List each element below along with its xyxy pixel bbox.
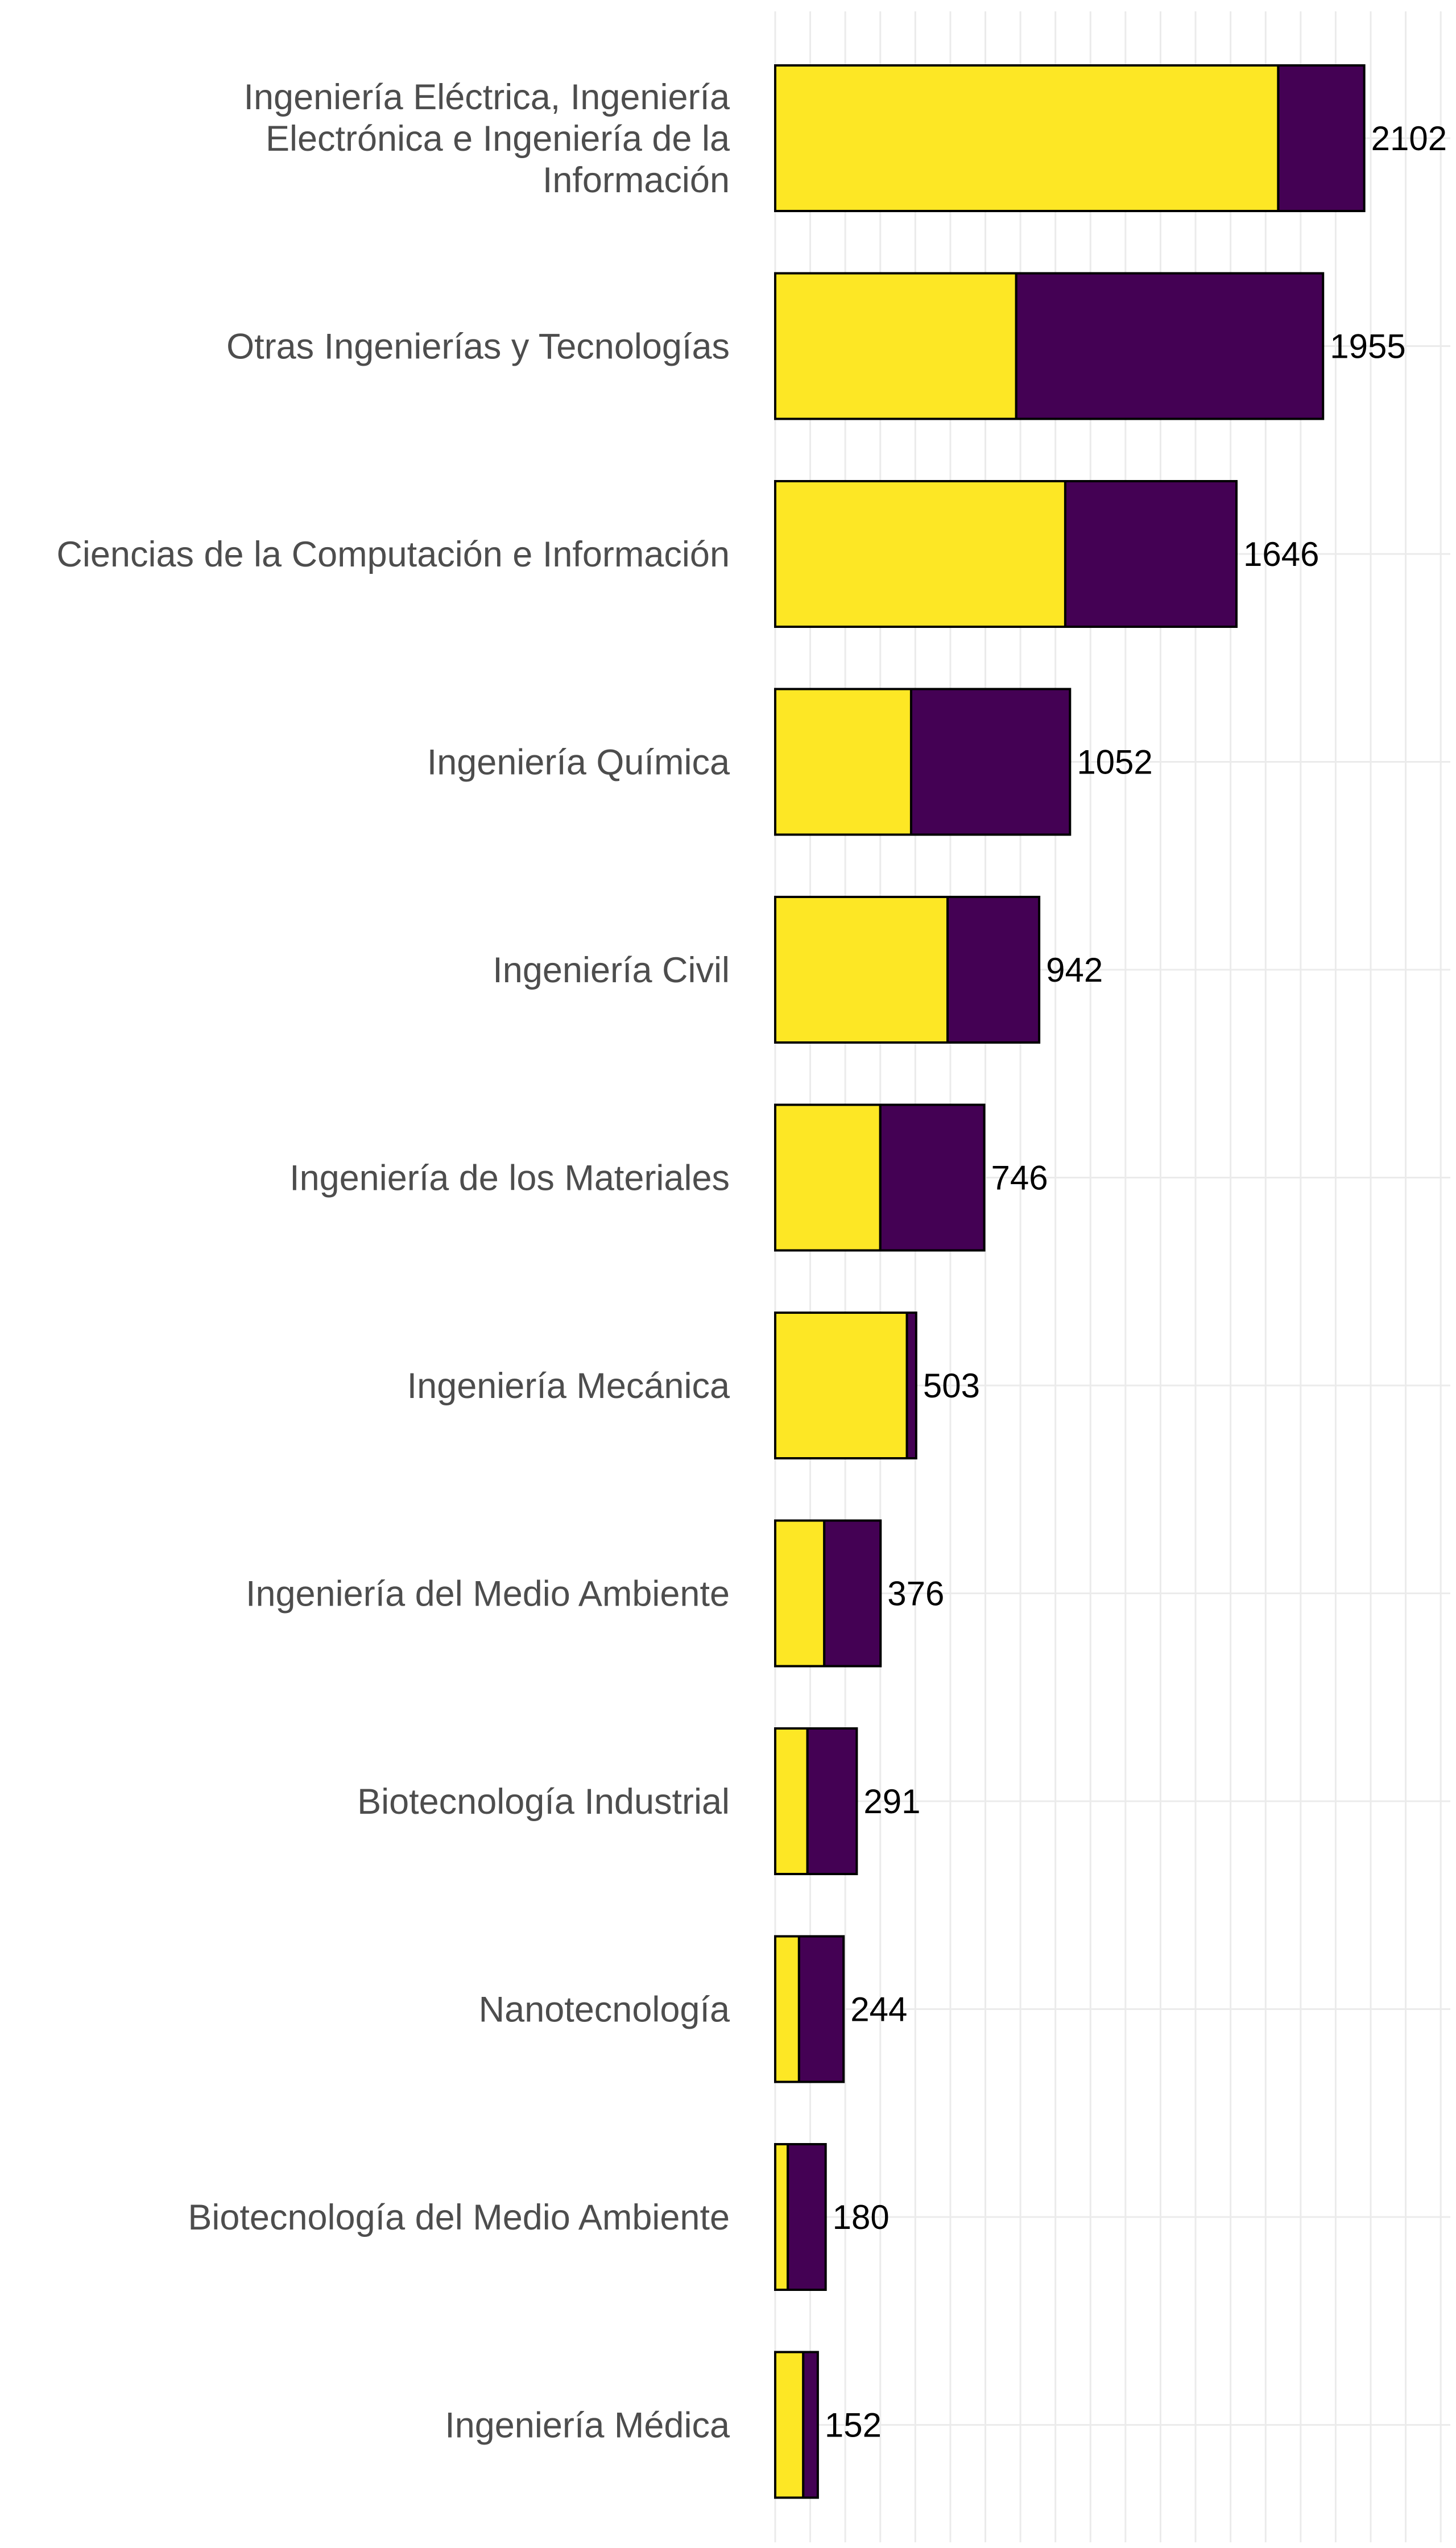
category-label-9: Nanotecnología	[479, 1990, 730, 2030]
bar-segment-5-series-1	[879, 1103, 986, 1252]
gridlines	[774, 11, 1450, 2542]
category-label-4: Ingeniería Civil	[493, 950, 730, 990]
bar-segment-7-series-1	[823, 1519, 882, 1668]
value-label-1: 1955	[1330, 328, 1405, 366]
bar-segment-8-series-0	[774, 1727, 809, 1875]
category-label-line: Ingeniería Civil	[493, 950, 730, 990]
value-label-4: 942	[1046, 951, 1103, 989]
category-label-line: Ingeniería Mecánica	[407, 1366, 730, 1406]
category-label-line: Información	[543, 160, 730, 200]
bars	[774, 64, 1366, 2499]
bar-segment-1-series-0	[774, 272, 1017, 420]
bar-segment-1-series-1	[1015, 272, 1325, 420]
bar-segment-10-series-1	[787, 2143, 827, 2291]
bar-segment-3-series-1	[909, 688, 1072, 836]
value-labels: 2102 1955 1646 1052 942 746 503 376 291 244 180 152	[825, 119, 1447, 2444]
bar-segment-11-series-1	[802, 2351, 819, 2499]
value-label-0: 2102	[1371, 119, 1447, 158]
category-label-2: Ciencias de la Computación e Información	[56, 535, 730, 574]
value-label-2: 1646	[1243, 535, 1319, 573]
value-label-9: 244	[850, 1991, 907, 2029]
category-label-line: Ingeniería del Medio Ambiente	[246, 1574, 730, 1614]
category-label-line: Ciencias de la Computación e Información	[56, 535, 730, 574]
bar-segment-10-series-0	[774, 2143, 789, 2291]
category-label-10: Biotecnología del Medio Ambiente	[188, 2198, 730, 2237]
category-label-line: Otras Ingenierías y Tecnologías	[226, 327, 730, 367]
category-label-line: Biotecnología del Medio Ambiente	[188, 2198, 730, 2237]
bar-segment-11-series-0	[774, 2351, 805, 2499]
bar-segment-2-series-0	[774, 480, 1066, 628]
bar-segment-9-series-1	[797, 1935, 845, 2083]
bar-segment-2-series-1	[1064, 480, 1238, 628]
bar-segment-3-series-0	[774, 688, 912, 836]
bar-segment-5-series-0	[774, 1103, 882, 1252]
category-label-line: Ingeniería Eléctrica, Ingeniería	[244, 77, 730, 117]
category-label-line: Ingeniería Química	[427, 743, 730, 783]
bar-segment-6-series-1	[905, 1312, 917, 1459]
bar-segment-7-series-0	[774, 1519, 826, 1668]
value-label-5: 746	[991, 1159, 1048, 1197]
category-label-3: Ingeniería Química	[427, 743, 730, 783]
category-label-0: Ingeniería Eléctrica, Ingeniería Electrón…	[244, 77, 730, 200]
category-labels: Ingeniería Eléctrica, Ingeniería Electrón…	[56, 77, 730, 2446]
value-label-10: 180	[833, 2198, 890, 2236]
value-label-7: 376	[887, 1575, 944, 1613]
bar-segment-0-series-0	[774, 64, 1280, 212]
category-label-6: Ingeniería Mecánica	[407, 1366, 730, 1406]
category-label-1: Otras Ingenierías y Tecnologías	[226, 327, 730, 367]
category-label-7: Ingeniería del Medio Ambiente	[246, 1574, 730, 1614]
category-label-8: Biotecnología Industrial	[357, 1782, 730, 1822]
bar-segment-8-series-1	[806, 1727, 858, 1875]
category-label-5: Ingeniería de los Materiales	[289, 1159, 730, 1198]
category-label-line: Electrónica e Ingeniería de la	[266, 119, 730, 159]
category-label-line: Nanotecnología	[479, 1990, 730, 2030]
bar-segment-6-series-0	[774, 1312, 908, 1459]
value-label-11: 152	[825, 2406, 882, 2444]
category-label-line: Ingeniería Médica	[445, 2406, 730, 2446]
category-label-11: Ingeniería Médica	[445, 2406, 730, 2446]
value-label-8: 291	[863, 1782, 920, 1821]
bar-segment-9-series-0	[774, 1935, 800, 2083]
value-label-3: 1052	[1077, 743, 1152, 781]
category-label-line: Biotecnología Industrial	[357, 1782, 730, 1822]
category-label-line: Ingeniería de los Materiales	[289, 1159, 730, 1198]
value-label-6: 503	[923, 1367, 980, 1405]
bar-segment-0-series-1	[1277, 64, 1366, 212]
bar-segment-4-series-0	[774, 896, 949, 1044]
bar-segment-4-series-1	[946, 896, 1041, 1044]
